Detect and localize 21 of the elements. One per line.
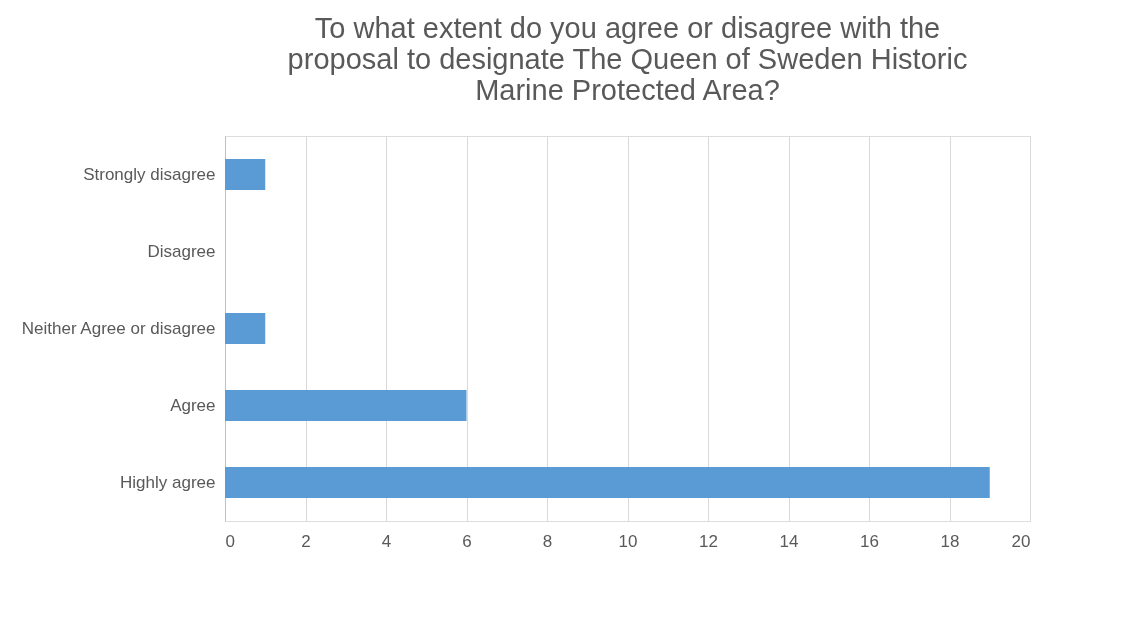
y-tick-label: Neither Agree or disagree xyxy=(21,318,216,338)
y-tick-label: Highly agree xyxy=(120,472,216,492)
y-tick-label: Disagree xyxy=(147,241,216,261)
bar xyxy=(225,313,266,344)
x-tick-label: 8 xyxy=(542,531,553,551)
x-tick-label: 4 xyxy=(381,531,392,551)
x-tick-label: 10 xyxy=(618,531,638,551)
x-tick-label: 2 xyxy=(301,531,311,551)
x-tick-label: 16 xyxy=(860,531,879,551)
bar xyxy=(225,159,266,190)
x-tick-label: 20 xyxy=(1011,531,1031,551)
chart-title: To what extent do you agree or disagree with the proposal to designate The Queen of Sweden Historic Marine Protected Area? xyxy=(287,12,968,106)
x-tick-label: 12 xyxy=(699,531,718,551)
x-tick-label: 6 xyxy=(462,531,472,551)
bar xyxy=(225,467,990,498)
x-tick-label: 0 xyxy=(225,531,235,551)
y-tick-label: Strongly disagree xyxy=(83,164,216,184)
bar xyxy=(225,390,467,421)
x-tick-label: 18 xyxy=(940,531,960,551)
y-tick-label: Agree xyxy=(170,395,216,415)
x-tick-label: 14 xyxy=(779,531,799,551)
